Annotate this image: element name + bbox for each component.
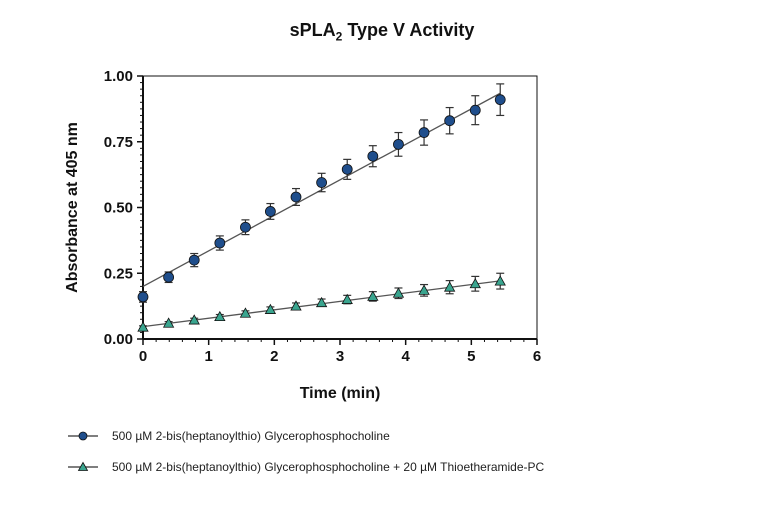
data-point [469,104,481,116]
data-point [341,163,353,175]
data-point [418,284,430,295]
data-point [214,237,226,249]
data-point [188,314,200,325]
x-axis-title: Time (min) [300,385,381,402]
data-point [316,177,328,188]
data-point [494,94,506,106]
data-point [315,296,328,308]
title-text-rest: Type V Activity [342,20,475,40]
triangle-marker-icon [68,461,98,471]
x-tick-label: 3 [336,348,344,365]
legend-label: 500 µM 2-bis(heptanoylthio) Glycerophosp… [112,429,390,443]
chart-title: sPLA2 Type V Activity [0,20,764,44]
data-point [163,271,175,283]
data-point [240,221,251,233]
plot-frame [142,75,538,340]
data-point [469,277,481,289]
x-tick-label: 2 [270,348,278,365]
x-tick-label: 0 [139,348,147,365]
data-point [239,307,252,318]
data-point [367,150,379,162]
data-point [290,300,302,311]
data-point [367,290,379,301]
legend-item-1: 500 µM 2-bis(heptanoylthio) Glycerophosp… [68,429,390,443]
data-point [418,127,430,138]
circle-marker-icon [68,431,98,441]
data-point [341,293,353,304]
data-point [188,254,200,266]
x-tick-label: 5 [467,348,475,365]
title-subscript: 2 [335,29,343,44]
x-tick-label: 1 [204,348,212,365]
data-point [494,275,506,286]
data-point [290,191,302,203]
y-tick-label: 0.00 [104,331,133,348]
data-point [214,310,226,322]
y-tick-label: 0.25 [104,265,133,282]
data-point [393,138,404,150]
x-tick-label: 6 [533,348,541,365]
y-tick-label: 0.50 [104,200,133,217]
data-point [392,287,405,298]
data-point [162,317,175,328]
data-point [264,206,276,217]
plot-area: 0.00 0.25 0.50 0.75 1.00 0 1 2 3 4 5 6 Time (min) Abs… [64,68,541,402]
y-axis-title: Absorbance at 405 nm [64,122,81,293]
y-tick-label: 1.00 [104,68,133,85]
title-text: sPLA [289,20,336,40]
legend-label: 500 µM 2-bis(heptanoylthio) Glycerophosp… [112,460,545,474]
legend-item-2: 500 µM 2-bis(heptanoylthio) Glycerophosp… [68,460,544,474]
x-tick-label: 4 [401,348,410,365]
data-point [444,115,456,127]
data-point [137,291,149,303]
y-tick-label: 0.75 [104,134,133,151]
data-point [443,281,456,292]
data-point [264,303,277,314]
data-point [137,321,149,332]
